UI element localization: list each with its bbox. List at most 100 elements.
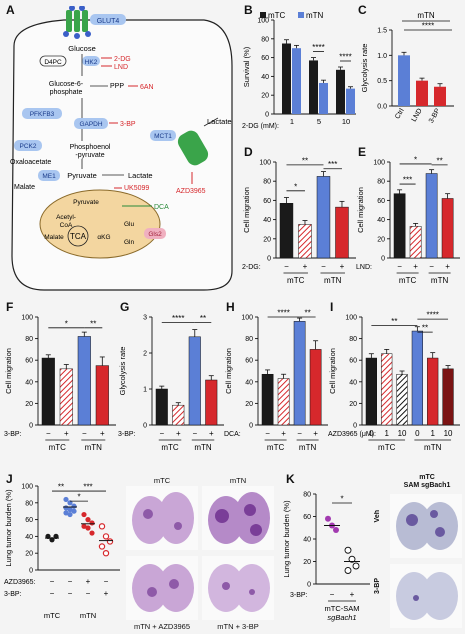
histology-k-row-veh: Veh <box>374 510 381 523</box>
treatment-label: 3-BP: <box>4 431 22 438</box>
group-label: mTC <box>49 443 67 452</box>
bar <box>277 378 290 426</box>
bar <box>442 368 454 426</box>
group-label: sgBach1 <box>327 613 356 622</box>
y-tick-label: 20 <box>303 559 311 566</box>
y-tick-label: 0.0 <box>377 104 387 111</box>
y-axis-label: Glycolysis rate <box>360 44 369 93</box>
bar <box>346 88 355 114</box>
pck2-label: PCK2 <box>20 143 37 150</box>
mct1-transporter <box>177 130 209 166</box>
g6p-label-1: Glucose-6- <box>49 81 84 88</box>
bar <box>416 80 428 106</box>
group-label: mTN <box>299 443 317 452</box>
significance-label: **** <box>172 314 184 323</box>
inhibitor-uk5099: UK5099 <box>124 185 149 192</box>
x-tick-label: 10 <box>342 117 350 126</box>
bar <box>309 349 322 426</box>
treatment-sign: − <box>82 429 87 438</box>
me1-badge <box>38 170 60 181</box>
group-label: mTC <box>161 443 179 452</box>
treatment-sign: + <box>350 590 355 599</box>
me1-label: ME1 <box>42 173 56 180</box>
gls2-label: Gls2 <box>148 231 162 238</box>
treatment-sign: 10 <box>398 429 407 438</box>
pathway-diagram: GLUT4 Glucose D4PC HK2 2-DG LND Glucose-… <box>10 6 233 291</box>
chart-d-migration: 0 20 40 60 80 100 Cell migration − + − +2-DG: mTC mT… <box>242 156 356 285</box>
y-tick-label: 80 <box>261 36 269 43</box>
tca-cycle <box>67 225 89 247</box>
bar <box>434 86 446 106</box>
data-point <box>102 549 110 557</box>
treatment-label: LND: <box>356 264 372 271</box>
inhibitor-azd3965: AZD3965 <box>176 188 206 195</box>
panel-label-j: J <box>6 472 13 486</box>
lung-section-image <box>126 486 198 550</box>
y-tick-label: 100 <box>21 484 33 491</box>
mct1-badge <box>150 130 176 141</box>
bar <box>298 224 312 259</box>
y-axis-label: Lung tumor burden (%) <box>4 489 13 567</box>
data-point <box>344 567 352 574</box>
bar <box>205 379 218 426</box>
treatment-sign: − <box>46 429 51 438</box>
y-tick-label: 20 <box>245 401 253 408</box>
significance-label: ** <box>391 317 397 326</box>
data-point <box>348 555 356 563</box>
treatment-sign: − <box>429 262 434 271</box>
treatment-sign: − <box>297 429 302 438</box>
treatment-sign: + <box>100 429 105 438</box>
pyruvate-mito-label: Pyruvate <box>73 199 99 206</box>
y-tick-label: 40 <box>245 379 253 386</box>
x-axis-label: 2-DG (mM): <box>242 123 279 130</box>
bar <box>41 357 55 426</box>
bar <box>425 173 438 259</box>
group-label: mTN <box>80 611 96 620</box>
inhibitor-3bp: 3-BP <box>120 121 136 128</box>
y-tick-label: 60 <box>245 358 253 365</box>
treatment-sign: + <box>209 429 214 438</box>
pep-label-1: Phosphoenol <box>70 144 111 151</box>
y-tick-label: 40 <box>25 379 33 386</box>
glucose-label: Glucose <box>68 44 96 53</box>
bar <box>398 55 410 106</box>
malate-label: Malate <box>14 184 35 191</box>
y-tick-label: 40 <box>261 74 269 81</box>
histology-k-row-3bp: 3-BP <box>374 578 381 594</box>
treatment-sign: + <box>176 429 181 438</box>
panel-label-e: E <box>358 145 367 159</box>
histology-caption-mtn: mTN <box>229 476 247 485</box>
chart-k-tumor-burden: 0 20 40 60 80 Lung tumor burden (%) * 3-BP: − + mT… <box>282 492 370 622</box>
data-point <box>63 510 69 516</box>
lung-section-image <box>390 494 462 558</box>
x-tick-label: Ctrl <box>394 107 406 120</box>
data-point <box>81 523 87 529</box>
pyruvate-label: Pyruvate <box>67 171 97 180</box>
glut4-badge <box>90 14 126 25</box>
inhibitor-2dg: 2-DG <box>114 56 131 63</box>
group-label: mTN <box>324 276 342 285</box>
significance-label: * <box>414 155 417 164</box>
legend-label-mtn: mTN <box>306 11 324 20</box>
histology-caption-mtn-azd: mTN + AZD3965 <box>133 622 191 631</box>
treatment-sign: 1 <box>430 429 435 438</box>
panel-label-c: C <box>358 3 367 17</box>
group-label: mTN <box>424 443 442 452</box>
significance-label: **** <box>339 53 351 62</box>
significance-label: * <box>65 319 68 328</box>
glu-label: Glu <box>124 221 135 228</box>
y-tick-label: 20 <box>25 551 33 558</box>
treatment-label: 3-BP: <box>290 592 308 599</box>
glut4-label: GLUT4 <box>97 18 120 25</box>
treatment-sign: + <box>413 262 418 271</box>
gln-label: Gln <box>124 239 135 246</box>
data-point <box>98 523 106 530</box>
lung-section-image <box>390 564 462 628</box>
bar <box>188 336 201 426</box>
y-tick-label: 60 <box>303 514 311 521</box>
y-tick-label: 20 <box>261 93 269 100</box>
treatment-sign: 0 <box>369 429 374 438</box>
treatment-sign: 10 <box>444 429 453 438</box>
y-tick-label: 100 <box>259 160 271 167</box>
